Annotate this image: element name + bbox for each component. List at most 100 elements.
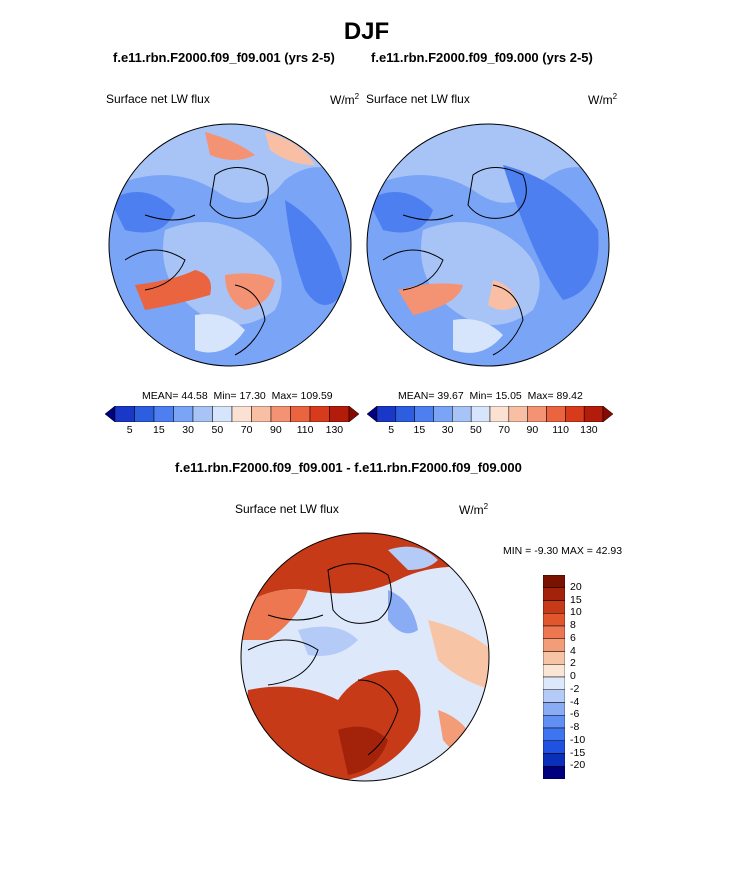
panel3-cool-region (388, 590, 418, 634)
panel1-warm-region (205, 132, 255, 160)
colorbar-segment (290, 406, 311, 422)
panel2-variable-label: Surface net LW flux (366, 92, 470, 106)
colorbar-segment (376, 406, 397, 422)
colorbar-segment (173, 406, 194, 422)
colorbar-segment (543, 613, 565, 627)
panel1-warm-region (265, 132, 315, 165)
colorbar-segment (395, 406, 415, 422)
colorbar-tick-label: 10 (570, 606, 582, 619)
panel3-warm-region (241, 589, 308, 640)
figure-title: DJF (343, 18, 390, 45)
colorbar-tick-label: 70 (498, 424, 510, 436)
colorbar-segment (470, 406, 491, 422)
colorbar-segment (212, 406, 233, 422)
colorbar-tick-label: 4 (570, 644, 576, 657)
colorbar-tick-label: -10 (570, 733, 586, 746)
panel2-coastline (402, 214, 454, 221)
colorbar-segment (543, 575, 565, 588)
panel1-map-border (108, 123, 352, 367)
colorbar-segment (543, 689, 565, 703)
colorbar-segment (414, 406, 434, 422)
colorbar-tick-label: 70 (240, 424, 253, 436)
colorbar-segment (231, 406, 252, 422)
panel3-cool-region (388, 546, 438, 570)
colorbar-tick-label: 50 (470, 424, 482, 436)
right-case-title: f.e11.rbn.F2000.f09_f09.000 (yrs 2-5) (371, 50, 593, 65)
panel1-polar-map (108, 123, 352, 367)
colorbar-end-min (367, 406, 378, 422)
colorbar-segment (452, 406, 472, 422)
panel2-warm-region (488, 280, 518, 310)
panel3-polar-map (240, 532, 490, 782)
panel1-colorbar-ticks: 5 15 30 50 70 90 110 130 (105, 424, 359, 438)
colorbar-end-max (602, 406, 613, 422)
colorbar-end-max (348, 406, 359, 422)
colorbar-segment (270, 406, 291, 422)
colorbar-tick-label: 110 (552, 424, 569, 436)
colorbar-segment (543, 766, 565, 779)
colorbar-tick-label: 30 (441, 424, 454, 436)
colorbar-tick-label: 20 (570, 580, 582, 593)
panel3-coastline (357, 679, 399, 756)
colorbar-end-min (105, 406, 116, 422)
colorbar-tick-label: 130 (325, 424, 344, 436)
colorbar-segment (543, 676, 565, 690)
panel2-coastline (492, 284, 524, 356)
panel1-variable-label: Surface net LW flux (106, 92, 210, 106)
panel2-polar-map (366, 123, 610, 367)
colorbar-segment (508, 406, 528, 422)
panel2-colorbar-ticks: 5 15 30 50 70 90 110 130 (367, 424, 613, 438)
colorbar-tick-label: 15 (570, 593, 582, 606)
panel2-coastline (467, 167, 527, 219)
colorbar-tick-label: 15 (413, 424, 426, 436)
colorbar-segment (543, 740, 565, 754)
colorbar-tick-label: 130 (580, 424, 598, 436)
colorbar-tick-label: -6 (570, 708, 580, 721)
panel2-units: W/m2 (588, 92, 618, 107)
colorbar-segment (134, 406, 155, 422)
colorbar-segment (546, 406, 566, 422)
panel3-map-border (240, 532, 490, 782)
left-case-title: f.e11.rbn.F2000.f09_f09.001 (yrs 2-5) (113, 50, 335, 65)
panel1-coastline (124, 249, 186, 291)
colorbar-tick-label: 5 (388, 424, 395, 436)
panel2-colorbar (367, 406, 613, 422)
colorbar-tick-label: 50 (211, 424, 224, 436)
colorbar-tick-label: 90 (526, 424, 539, 436)
colorbar-segment (543, 625, 565, 639)
panel1-cold-region (110, 192, 175, 233)
colorbar-tick-label: 15 (153, 424, 165, 436)
difference-title: f.e11.rbn.F2000.f09_f09.001 - f.e11.rbn.… (175, 460, 522, 475)
panel1-coastline (234, 284, 266, 356)
panel2-mild-region (453, 319, 503, 353)
colorbar-tick-label: 110 (296, 424, 314, 436)
colorbar-segment (114, 406, 135, 422)
panel3-colorbar-ticks: 20 15 10 8 6 4 2 0 -2 -4 -6 -8 -10 -15 -20 (570, 575, 610, 779)
panel3-hot-region (338, 726, 388, 775)
colorbar-tick-label: 30 (182, 424, 194, 436)
colorbar-segment (583, 406, 604, 422)
panel2-map-border (366, 123, 610, 367)
colorbar-segment (543, 715, 565, 729)
colorbar-segment (192, 406, 213, 422)
colorbar-segment (251, 406, 272, 422)
colorbar-segment (543, 600, 565, 614)
panel1-mild-region (195, 314, 245, 353)
panel2-cold-region (368, 192, 433, 233)
panel1-coastline (209, 167, 269, 219)
panel1-siberia-region (285, 200, 345, 305)
panel2-stats: MEAN= 39.67 Min= 15.05 Max= 89.42 (398, 390, 583, 402)
colorbar-segment (543, 702, 565, 716)
panel3-stats: MIN = -9.30 MAX = 42.93 (503, 545, 623, 557)
colorbar-tick-label: 5 (126, 424, 133, 436)
colorbar-tick-label: -15 (570, 746, 586, 759)
colorbar-tick-label: 0 (570, 670, 576, 682)
panel1-coastline (144, 214, 196, 221)
colorbar-tick-label: 90 (270, 424, 282, 436)
panel3-coastline (267, 614, 324, 621)
colorbar-segment (153, 406, 174, 422)
panel1-colorbar (105, 406, 359, 422)
colorbar-tick-label: 2 (570, 657, 576, 670)
panel2-siberia-region (503, 165, 599, 300)
colorbar-tick-label: -8 (570, 721, 580, 733)
